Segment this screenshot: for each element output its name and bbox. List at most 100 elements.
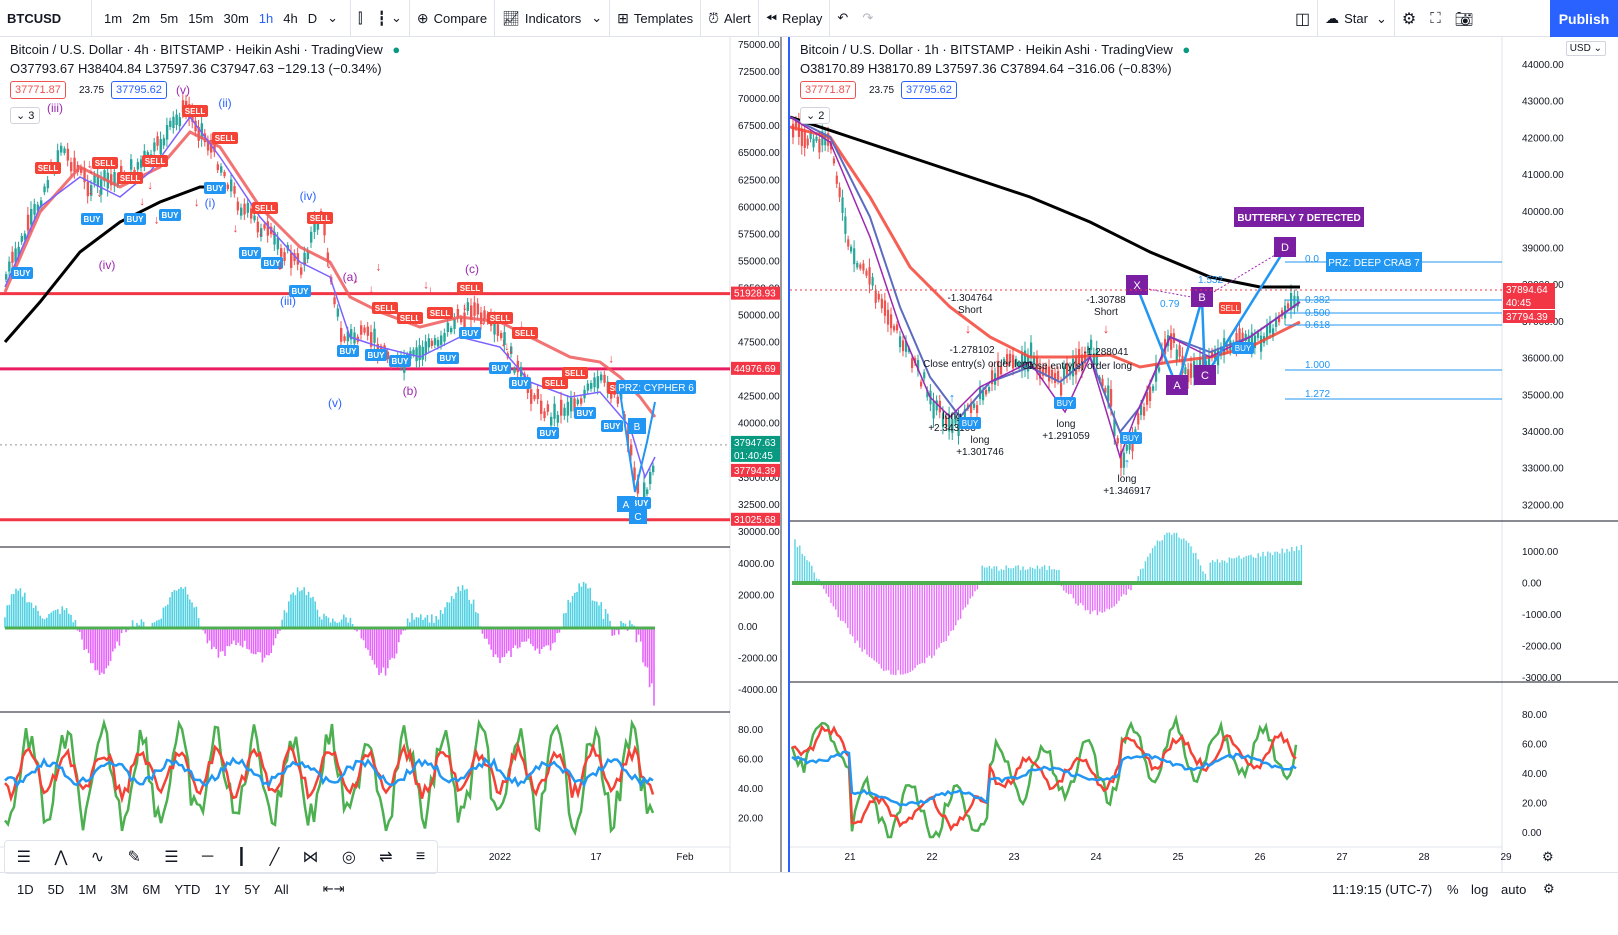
clock-time[interactable]: 11:19:15 (UTC-7) [1332,881,1433,897]
redo-button[interactable]: ↷ [855,0,880,37]
left-bid-price[interactable]: 37771.87 [10,81,66,99]
down-arrow-icon: ↓ [303,253,309,267]
layout-button[interactable]: ◫ [1288,0,1319,37]
line-icon[interactable]: ─ [201,848,214,865]
candle-body [596,376,600,389]
range-1D[interactable]: 1D [17,881,34,897]
left-chart-canvas[interactable]: 75000.00 72500.00 70000.00 67500.00 65000.00… [0,37,782,872]
right-bid-price[interactable]: 37771.87 [800,81,856,99]
bars-pattern-icon[interactable]: ┃ [236,849,247,866]
down-arrow-icon: ↓ [416,310,422,324]
candle-body [809,132,812,140]
buy-signal-label: BUY [512,379,530,388]
signal-label: BUY [1057,399,1074,408]
brush-icon[interactable]: ✎ [127,849,141,866]
candle-body [862,263,865,271]
range-5Y[interactable]: 5Y [244,881,261,897]
interval-30m[interactable]: 30m [223,10,249,26]
sell-signal-tag [487,312,513,324]
price-axis-label: 42000.00 [1522,133,1564,144]
buy-signal-label: BUY [368,351,386,360]
fib-level-label: 0.618 [1305,320,1330,331]
interval-15m[interactable]: 15m [188,10,214,26]
candle-body [973,403,976,408]
candle-body [266,221,270,236]
interval-4h[interactable]: 4h [283,10,298,26]
candle-body [877,293,880,300]
spiral-icon[interactable]: ◎ [341,849,356,866]
left-indicator-toggle[interactable]: ⌄ 3 [10,107,41,124]
left-ask-price[interactable]: 37795.62 [111,81,167,99]
candle-body [832,158,836,164]
range-5D[interactable]: 5D [47,881,65,897]
compare-button[interactable]: ⊕ Compare [410,0,496,37]
candle-body [386,351,390,360]
range-1Y[interactable]: 1Y [214,881,231,897]
interval-1h[interactable]: 1h [258,10,274,26]
ruler-icon[interactable]: ≡ [415,848,426,865]
candle-body [1275,317,1278,327]
percent-toggle[interactable]: % [1447,881,1459,897]
xabcd-icon[interactable]: ⋈ [302,849,319,866]
indicators-button[interactable]: 📈︎ Indicators ⌄ [495,0,611,37]
candle-body [253,215,256,221]
gear-icon[interactable]: ⚙ [1543,881,1555,896]
right-indicator-toggle[interactable]: ⌄ 2 [800,107,831,124]
templates-button[interactable]: ⊞ Templates [610,0,702,37]
chevron-down-icon[interactable]: ⌄ [327,10,339,25]
pattern-icon[interactable]: ⋀ [54,849,68,866]
interval-5m[interactable]: 5m [160,10,179,26]
left-chart-pane[interactable]: 75000.00 72500.00 70000.00 67500.00 65000.00… [0,37,782,872]
date-range-icon[interactable]: ⇤⇥ [322,881,345,896]
down-arrow-icon: ↓ [368,282,374,296]
symbol-search[interactable]: BTCUSD [0,0,92,37]
trendline-icon[interactable]: ╱ [269,849,280,866]
candle-body [66,148,70,161]
range-YTD[interactable]: YTD [174,881,201,897]
buy-signal-label: BUY [577,409,595,418]
undo-button[interactable]: ↶ [830,0,855,37]
candle-body [1042,367,1045,376]
left-chart-title: Bitcoin / U.S. Dollar · 4h · BITSTAMP · … [10,42,383,57]
replay-button[interactable]: ⏪︎ Replay [759,0,831,37]
candle-body [563,407,566,416]
range-6M[interactable]: 6M [142,881,161,897]
range-3M[interactable]: 3M [110,881,129,897]
candle-body [646,489,649,495]
measure-icon[interactable]: ⇌ [379,849,393,866]
right-ohlc: O38170.89 H38170.89 L37597.36 C37894.64 … [800,61,1172,76]
chart-type-button[interactable]: ⫿ ┇ ⌄ [351,0,410,37]
candle-body [363,327,366,333]
publish-button[interactable]: Publish [1550,0,1618,37]
log-toggle[interactable]: log [1471,881,1489,897]
right-chart-canvas[interactable]: 44000.00 43000.00 42000.00 41000.00 40000.00… [790,37,1618,872]
candle-body [418,345,421,360]
settings-button[interactable]: ⚙ [1395,0,1423,37]
price-axis-label: 30000.00 [738,527,780,538]
interval-D[interactable]: D [307,10,318,26]
alert-button[interactable]: ⏰︎ Alert [701,0,759,37]
snapshot-button[interactable]: 📷︎ [1448,0,1481,37]
range-All[interactable]: All [274,881,289,897]
interval-1m[interactable]: 1m [104,10,123,26]
candle-body [586,383,590,391]
layout-name-button[interactable]: ☁︎ Star ⌄ [1318,0,1395,37]
candle-body [859,264,862,269]
bars-icon: ┇ [377,9,386,26]
osc-axis-label: 2000.00 [738,591,775,602]
currency-selector[interactable]: USD ⌄ [1565,41,1606,56]
menu-icon[interactable]: ☰ [16,849,31,866]
range-1M[interactable]: 1M [78,881,97,897]
fib-icon[interactable]: ☰ [164,849,179,866]
fullscreen-button[interactable]: ⛶ [1423,0,1448,37]
interval-2m[interactable]: 2m [132,10,151,26]
right-ask-price[interactable]: 37795.62 [901,81,957,99]
right-chart-pane[interactable]: 44000.00 43000.00 42000.00 41000.00 40000.00… [788,37,1618,872]
candle-body [540,400,543,414]
candle-body [5,274,8,280]
down-arrow-icon: ↓ [117,168,123,182]
wave-icon[interactable]: ∿ [90,849,105,866]
sell-signal-tag [457,282,483,294]
candle-body [40,200,43,208]
auto-toggle[interactable]: auto [1501,881,1527,897]
